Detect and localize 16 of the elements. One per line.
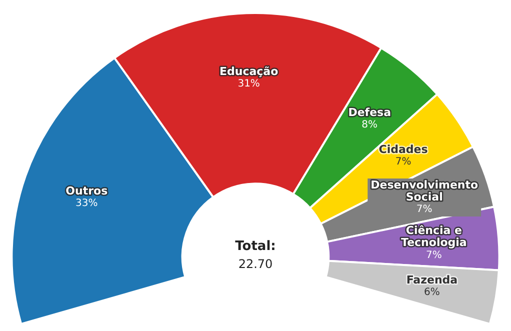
slice-label: Cidades: [378, 142, 428, 156]
data-label: 31%: [238, 78, 260, 90]
data-label: 7%: [395, 156, 412, 168]
text: Total:: [235, 239, 276, 254]
data-label: 33%: [76, 198, 98, 210]
slice-label: Defesa: [348, 106, 392, 119]
slice-label: Outros: [66, 184, 108, 198]
data-label: 7%: [426, 250, 442, 261]
data-label: 8%: [362, 120, 378, 131]
slice-label: Fazenda: [406, 273, 458, 286]
slice-label: Educação: [219, 64, 279, 78]
text: 22.70: [238, 256, 273, 271]
data-label: 7%: [416, 204, 432, 216]
data-label: 6%: [424, 287, 440, 298]
slice-label: Ciência e Tecnologia: [401, 224, 467, 250]
slice-label: Desenvolvimento Social: [370, 178, 479, 204]
